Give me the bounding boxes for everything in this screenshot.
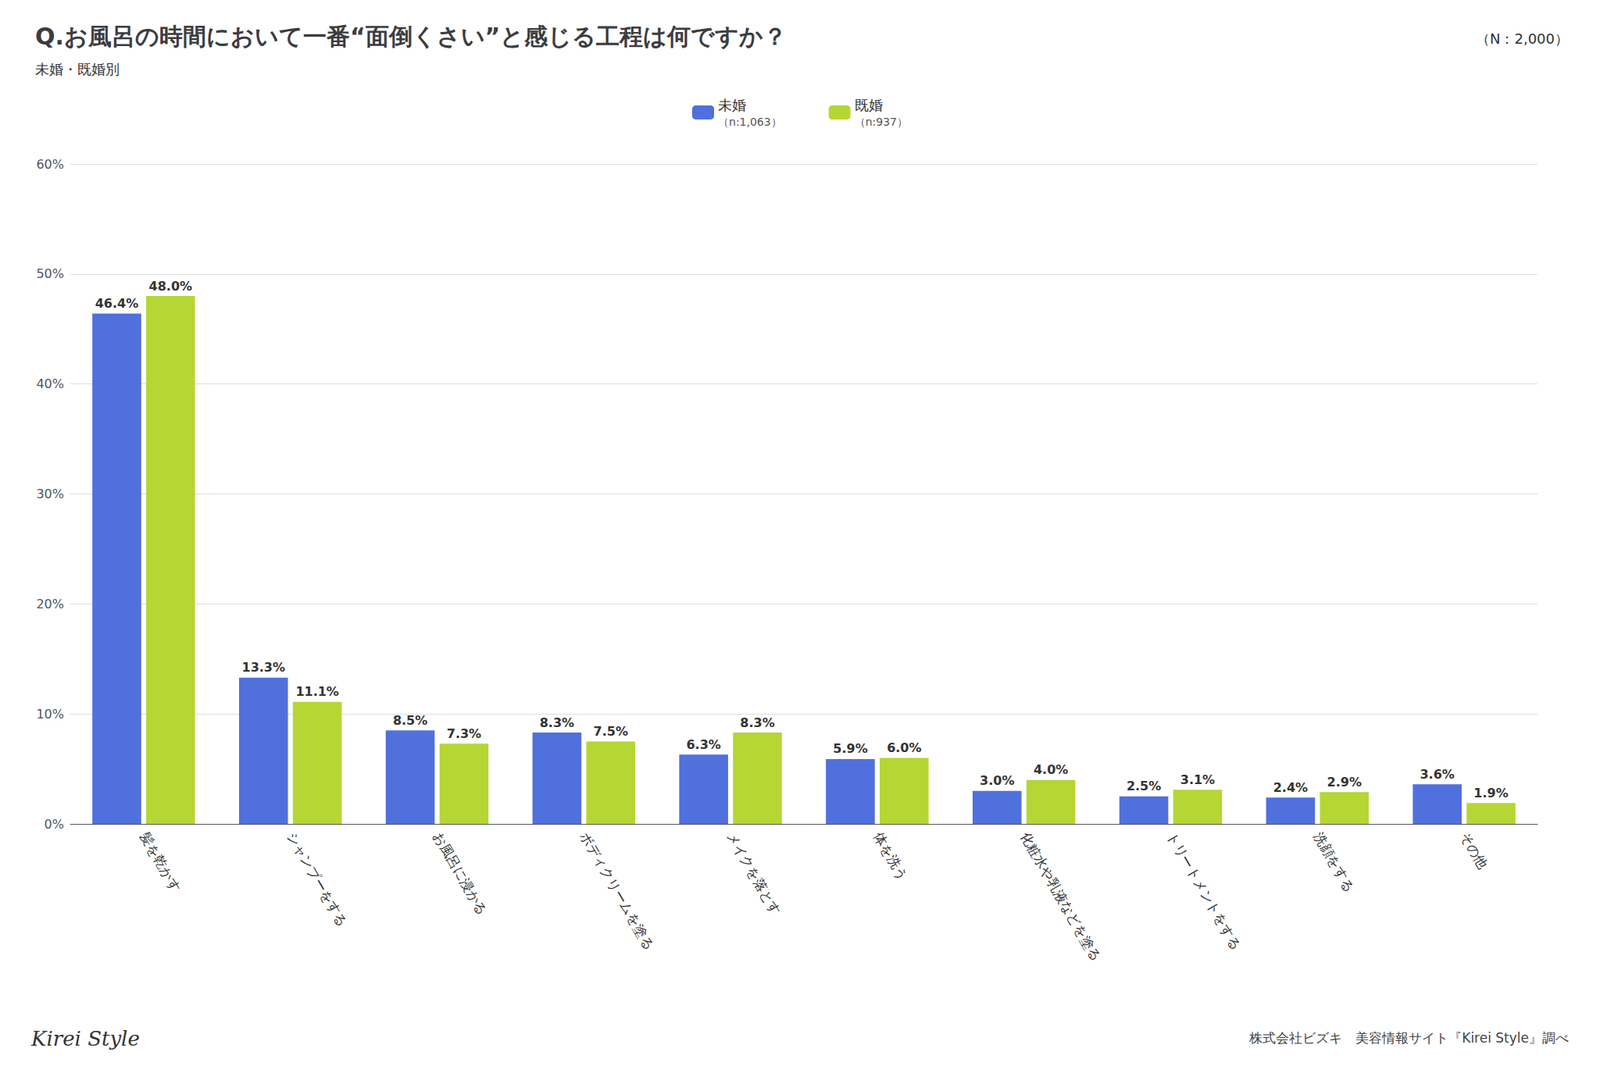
svg-text:メイクを落とす: メイクを落とす bbox=[723, 829, 784, 918]
svg-text:未婚: 未婚 bbox=[717, 96, 747, 114]
svg-text:その他: その他 bbox=[1457, 829, 1491, 872]
svg-text:3.1%: 3.1% bbox=[1180, 772, 1215, 788]
svg-text:（n:937）: （n:937） bbox=[854, 115, 908, 129]
svg-text:6.0%: 6.0% bbox=[886, 740, 922, 756]
svg-text:3.6%: 3.6% bbox=[1419, 767, 1454, 783]
svg-text:10%: 10% bbox=[35, 707, 65, 722]
svg-text:0%: 0% bbox=[44, 817, 65, 833]
svg-text:6.3%: 6.3% bbox=[685, 737, 721, 753]
svg-text:50%: 50% bbox=[35, 266, 65, 282]
svg-text:お風呂に浸かる: お風呂に浸かる bbox=[430, 829, 491, 918]
svg-text:トリートメントをする: トリートメントをする bbox=[1164, 829, 1244, 953]
svg-text:Q.お風呂の時間において一番“面倒くさい”と感じる工程は何で: Q.お風呂の時間において一番“面倒くさい”と感じる工程は何ですか？ bbox=[35, 22, 787, 50]
svg-text:46.4%: 46.4% bbox=[95, 296, 140, 311]
svg-text:未婚・既婚別: 未婚・既婚別 bbox=[35, 60, 120, 78]
svg-text:7.3%: 7.3% bbox=[446, 726, 482, 742]
svg-text:13.3%: 13.3% bbox=[242, 660, 286, 675]
svg-text:ボディクリームを塗る: ボディクリームを塗る bbox=[577, 829, 658, 953]
svg-text:洗顔をする: 洗顔をする bbox=[1310, 829, 1358, 896]
svg-text:シャンプーをする: シャンプーをする bbox=[283, 829, 350, 930]
svg-text:5.9%: 5.9% bbox=[832, 741, 868, 757]
svg-text:11.1%: 11.1% bbox=[295, 684, 340, 700]
svg-text:3.0%: 3.0% bbox=[979, 773, 1015, 789]
svg-text:40%: 40% bbox=[35, 376, 65, 392]
svg-text:1.9%: 1.9% bbox=[1473, 785, 1508, 801]
svg-text:髪を乾かす: 髪を乾かす bbox=[136, 829, 184, 896]
svg-text:48.0%: 48.0% bbox=[149, 278, 193, 294]
svg-text:（n:1,063）: （n:1,063） bbox=[717, 115, 783, 129]
svg-text:既婚: 既婚 bbox=[854, 96, 883, 114]
svg-text:株式会社ビズキ 美容情報サイト『Kirei Style』調べ: 株式会社ビズキ 美容情報サイト『Kirei Style』調べ bbox=[1248, 1030, 1569, 1047]
svg-text:8.3%: 8.3% bbox=[539, 715, 575, 731]
svg-text:Kirei Style: Kirei Style bbox=[30, 1027, 140, 1051]
svg-text:60%: 60% bbox=[35, 157, 65, 172]
svg-text:2.9%: 2.9% bbox=[1327, 775, 1362, 790]
svg-text:8.5%: 8.5% bbox=[392, 713, 428, 729]
svg-text:2.5%: 2.5% bbox=[1126, 778, 1161, 794]
svg-text:化粧水や乳液などを塗る: 化粧水や乳液などを塗る bbox=[1017, 829, 1104, 965]
svg-text:2.4%: 2.4% bbox=[1273, 780, 1308, 796]
svg-text:体を洗う: 体を洗う bbox=[870, 829, 911, 884]
svg-text:30%: 30% bbox=[35, 486, 65, 502]
svg-text:8.3%: 8.3% bbox=[739, 715, 775, 731]
svg-text:4.0%: 4.0% bbox=[1033, 762, 1068, 778]
svg-text:7.5%: 7.5% bbox=[593, 724, 629, 740]
svg-text:（N：2,000）: （N：2,000） bbox=[1475, 30, 1569, 47]
svg-text:20%: 20% bbox=[35, 596, 65, 612]
